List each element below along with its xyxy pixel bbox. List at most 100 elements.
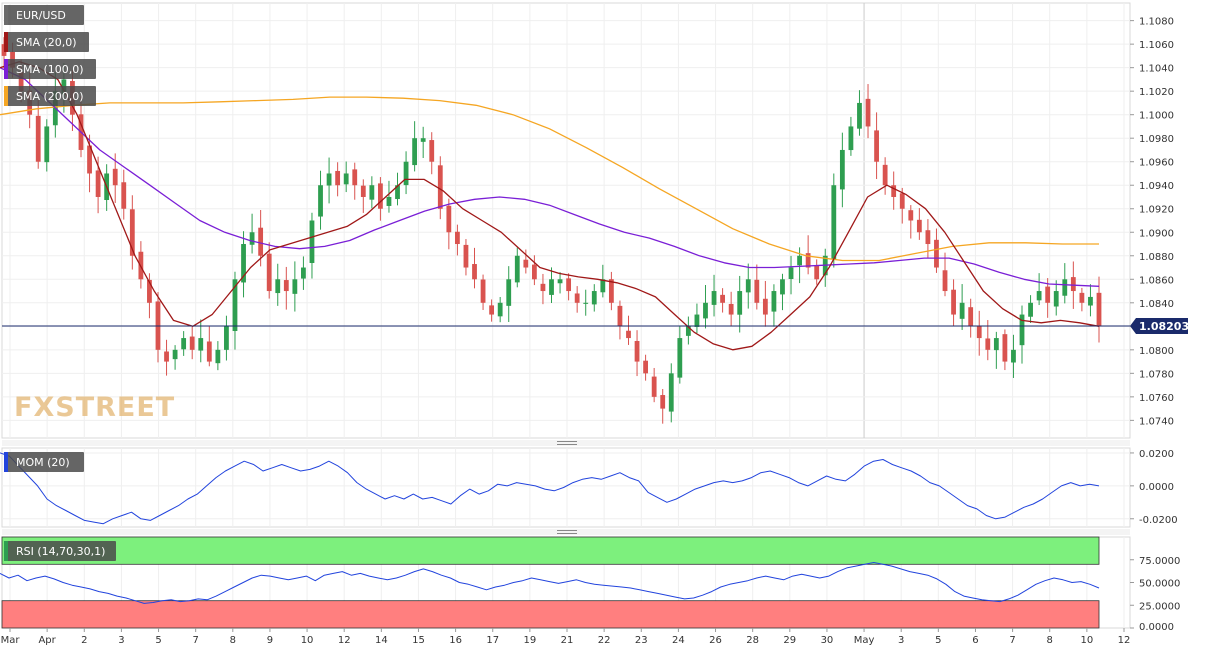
current-price-label: 1.08203 [1139, 320, 1189, 333]
legend-label: MOM (20) [16, 456, 70, 469]
candle [181, 331, 187, 356]
candle-body [454, 231, 460, 245]
candle-body [514, 255, 520, 283]
candle-body [754, 279, 760, 303]
candle [112, 153, 118, 204]
candle-body [480, 279, 486, 303]
candle [626, 315, 631, 345]
candle [771, 284, 777, 327]
candle-body [206, 341, 212, 362]
candle [497, 297, 503, 323]
legend-box [4, 452, 84, 472]
candle-body [617, 305, 623, 327]
candle [899, 187, 905, 224]
candle-body [95, 170, 101, 197]
x-tick-label: 2 [81, 635, 87, 646]
candle [531, 255, 537, 286]
legend-sma100[interactable]: SMA (100,0) [4, 59, 96, 79]
rsi-line [0, 562, 1100, 604]
candle-body [882, 164, 888, 186]
x-tick-label: 5 [155, 635, 161, 646]
candle [882, 157, 888, 195]
candle [395, 172, 400, 206]
candle [677, 326, 683, 384]
candle [1002, 329, 1008, 371]
legend-sma200[interactable]: SMA (200,0) [4, 86, 96, 106]
candle-body [934, 239, 939, 268]
candle-body [420, 138, 426, 142]
candle-body [172, 349, 178, 360]
candle-body [1011, 349, 1016, 363]
panel-resize-handle[interactable] [2, 529, 1130, 535]
candle-body [557, 279, 563, 284]
candle [283, 266, 289, 310]
candle [1045, 278, 1051, 318]
candle-body [762, 298, 768, 315]
candle [352, 162, 358, 200]
candle [608, 271, 614, 311]
candle [1028, 295, 1033, 323]
legend-box [4, 541, 116, 561]
price-y-tick-label: 1.0920 [1139, 205, 1174, 216]
candle [1096, 276, 1102, 343]
candle [454, 224, 460, 256]
candle [780, 273, 785, 311]
candle [1079, 287, 1085, 312]
x-tick-label: 26 [709, 635, 722, 646]
candle [412, 121, 418, 172]
price-panel [1, 2, 1131, 439]
candle [35, 99, 41, 169]
candle-body [44, 126, 50, 163]
candle-body [685, 326, 691, 336]
candle-body [728, 303, 734, 315]
candle [566, 273, 572, 301]
candle-body [463, 244, 469, 268]
candle-body [608, 279, 614, 303]
legend-sma20[interactable]: SMA (20,0) [4, 32, 89, 52]
candle-body [899, 193, 905, 209]
candle [403, 151, 409, 195]
candle-body [164, 351, 169, 362]
candle [147, 273, 152, 319]
legend-rsi[interactable]: RSI (14,70,30,1) [4, 541, 116, 561]
x-tick-label: 3 [118, 635, 124, 646]
candle-body [831, 185, 837, 260]
candle-body [266, 253, 272, 292]
sma200-line [0, 96, 1099, 262]
candle [429, 132, 435, 175]
candle [865, 84, 871, 139]
candle-body [241, 244, 246, 283]
candle [164, 339, 169, 376]
candle-body [129, 209, 135, 256]
candle-body [147, 279, 152, 303]
candle-body [737, 291, 743, 315]
candle-body [694, 314, 700, 327]
panel-resize-handle[interactable] [2, 440, 1130, 446]
candle-body [711, 291, 717, 305]
candle [728, 291, 734, 326]
candle [703, 285, 708, 329]
candle [754, 264, 760, 310]
candle [249, 213, 255, 254]
candle [762, 280, 768, 327]
candle-body [360, 185, 366, 197]
candle-body [668, 373, 674, 412]
candle-body [857, 102, 862, 129]
candle-body [848, 126, 854, 151]
candle-body [788, 267, 794, 280]
rsi-overbought-zone [1, 536, 1100, 565]
candle [720, 288, 725, 313]
legend-instrument[interactable]: EUR/USD [4, 5, 84, 25]
candle [121, 169, 127, 220]
candle [976, 310, 982, 356]
candle-body [1062, 279, 1068, 296]
x-tick-label: 12 [338, 635, 351, 646]
x-tick-label: 19 [523, 635, 536, 646]
candle [275, 263, 281, 306]
price-y-tick-label: 1.0740 [1139, 416, 1174, 427]
candle-body [797, 255, 802, 266]
x-tick-label: 8 [230, 635, 236, 646]
candle [668, 363, 674, 423]
legend-momentum[interactable]: MOM (20) [4, 452, 84, 472]
candle [472, 247, 477, 289]
